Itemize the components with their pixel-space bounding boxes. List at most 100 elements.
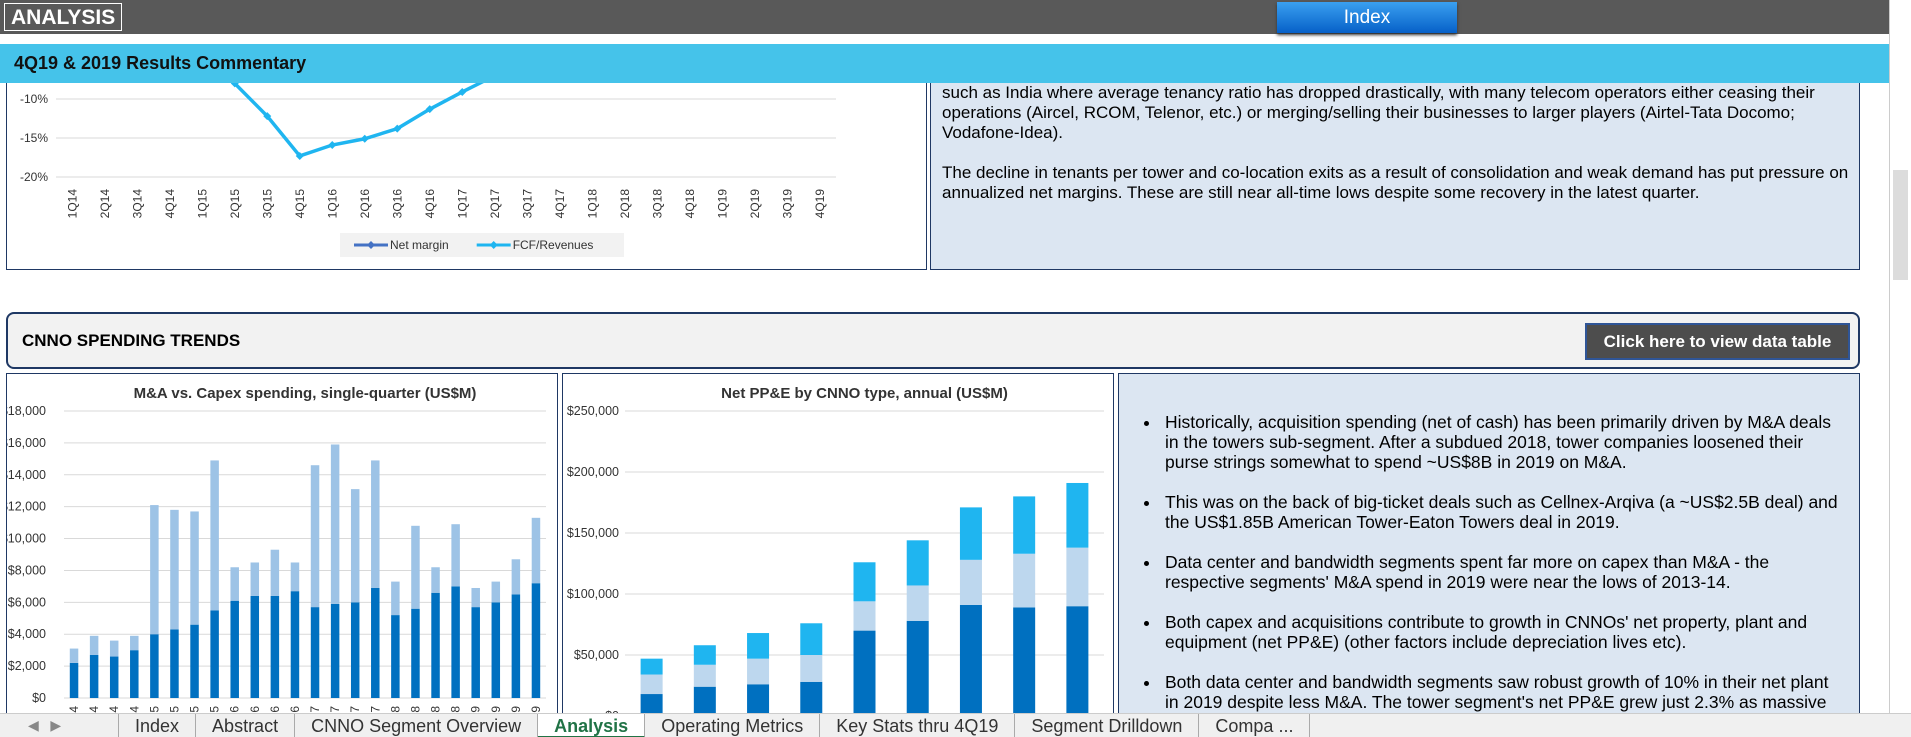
bar-segment bbox=[800, 623, 823, 655]
x-tick-label: 3Q16 bbox=[268, 706, 282, 718]
legend-marker bbox=[367, 241, 375, 249]
line-marker bbox=[295, 151, 304, 160]
y-tick-label: $6,000 bbox=[8, 595, 46, 609]
vertical-scrollbar[interactable] bbox=[1889, 0, 1911, 713]
bar-segment bbox=[371, 587, 380, 698]
y-tick-label: $250,000 bbox=[567, 404, 619, 418]
y-tick-label: $4,000 bbox=[8, 627, 46, 641]
bullet-list: Historically, acquisition spending (net … bbox=[1129, 412, 1845, 717]
bar-segment bbox=[1066, 482, 1089, 548]
x-tick-label: 3Q15 bbox=[260, 189, 274, 219]
sheet-tab[interactable]: Index bbox=[119, 713, 197, 737]
paragraph: such as India where average tenancy rati… bbox=[942, 83, 1815, 142]
x-tick-label: 4Q19 bbox=[813, 189, 827, 219]
line-marker bbox=[230, 83, 239, 88]
sheet-tab[interactable]: CNNO Segment Overview bbox=[295, 713, 539, 737]
x-tick-label: 3Q14 bbox=[130, 189, 144, 219]
top-bar: ANALYSIS Index bbox=[0, 0, 1889, 34]
line-marker bbox=[263, 112, 272, 121]
bar-segment bbox=[391, 581, 400, 616]
x-tick-label: 4Q19 bbox=[529, 706, 543, 718]
x-tick-label: 2Q19 bbox=[748, 189, 762, 219]
bar-segment bbox=[130, 635, 139, 651]
x-tick-label: 2Q18 bbox=[618, 189, 632, 219]
x-tick-label: 1Q14 bbox=[65, 189, 79, 219]
bar-segment bbox=[959, 559, 982, 605]
bar-segment bbox=[391, 615, 400, 698]
sheet-tab[interactable]: Compa ... bbox=[1199, 713, 1311, 737]
index-button[interactable]: Index bbox=[1277, 2, 1457, 33]
bar-segment bbox=[210, 610, 219, 698]
bar-segment bbox=[350, 489, 360, 603]
bar-segment bbox=[491, 602, 501, 698]
bar-segment bbox=[371, 460, 380, 588]
bar-segment bbox=[150, 634, 159, 698]
sheet-title: ANALYSIS bbox=[4, 3, 123, 31]
y-tick-label: $12,000 bbox=[7, 500, 46, 514]
legend-marker bbox=[489, 241, 498, 249]
bar-segment bbox=[330, 603, 340, 698]
x-tick-label: 1Q15 bbox=[195, 189, 209, 219]
sheet-tab[interactable]: Operating Metrics bbox=[645, 713, 821, 737]
x-tick-label: 2Q16 bbox=[358, 189, 372, 219]
tab-scroll[interactable]: ◀ ▶ bbox=[28, 717, 62, 733]
x-tick-label: 3Q14 bbox=[107, 706, 121, 718]
x-tick-label: 2Q17 bbox=[488, 189, 502, 219]
sheet-tab[interactable]: Key Stats thru 4Q19 bbox=[820, 713, 1016, 737]
sheet-tab[interactable]: Abstract bbox=[196, 713, 296, 737]
x-tick-label: 1Q15 bbox=[147, 706, 161, 718]
bar-segment bbox=[1013, 496, 1036, 554]
active-tab[interactable]: Analysis bbox=[538, 713, 646, 737]
tab-bar: ◀ ▶ Index Abstract CNNO Segment Overview An… bbox=[0, 713, 1911, 737]
y-tick-label: $10,000 bbox=[7, 532, 46, 546]
bar-segment bbox=[906, 585, 929, 621]
bar-segment bbox=[431, 592, 440, 698]
x-tick-label: 2Q16 bbox=[248, 706, 262, 718]
bar-segment bbox=[747, 633, 770, 659]
x-tick-label: 2Q15 bbox=[167, 706, 181, 718]
bar-segment bbox=[511, 594, 521, 698]
x-tick-label: 2Q15 bbox=[228, 189, 242, 219]
y-tick-label: -15% bbox=[20, 131, 48, 145]
bar-segment bbox=[270, 549, 280, 596]
x-tick-label: 1Q14 bbox=[67, 706, 81, 718]
legend-label: FCF/Revenues bbox=[513, 238, 594, 252]
bar-segment bbox=[69, 662, 79, 698]
x-tick-label: 3Q15 bbox=[188, 706, 202, 718]
x-tick-label: 4Q18 bbox=[683, 189, 697, 219]
bar-segment bbox=[230, 600, 239, 698]
bullet: This was on the back of big-ticket deals… bbox=[1161, 492, 1845, 532]
bar-segment bbox=[451, 586, 460, 698]
x-tick-label: 1Q18 bbox=[388, 706, 402, 718]
data-table-button[interactable]: Click here to view data table bbox=[1585, 323, 1850, 360]
bar-segment bbox=[290, 562, 300, 592]
x-tick-label: 3Q19 bbox=[780, 189, 794, 219]
y-tick-label: $0 bbox=[32, 691, 46, 705]
bar-segment bbox=[906, 620, 929, 716]
x-tick-label: 1Q16 bbox=[325, 189, 339, 219]
bar-segment bbox=[1013, 607, 1036, 716]
bar-segment bbox=[640, 674, 663, 695]
bar-segment bbox=[471, 607, 480, 698]
line-series bbox=[231, 83, 484, 158]
x-tick-label: 1Q19 bbox=[469, 706, 483, 718]
x-tick-label: 4Q16 bbox=[423, 189, 437, 219]
y-tick-label: $14,000 bbox=[7, 468, 46, 482]
x-tick-label: 3Q18 bbox=[429, 706, 443, 718]
bar-segment bbox=[190, 511, 199, 625]
bullet-commentary: Historically, acquisition spending (net … bbox=[1118, 373, 1860, 718]
bar-segment bbox=[170, 629, 179, 698]
bar-segment bbox=[906, 540, 929, 586]
bar-segment bbox=[69, 648, 79, 663]
bar-segment bbox=[640, 658, 663, 675]
scroll-thumb[interactable] bbox=[1893, 170, 1908, 280]
x-tick-label: 1Q17 bbox=[308, 706, 322, 718]
bar-segment bbox=[290, 591, 300, 698]
bar-segment bbox=[959, 507, 982, 560]
sheet-tab[interactable]: Segment Drilldown bbox=[1015, 713, 1200, 737]
y-tick-label: -20% bbox=[20, 170, 48, 184]
x-tick-label: 4Q14 bbox=[127, 706, 141, 718]
bar-segment bbox=[1066, 547, 1089, 607]
line-marker bbox=[328, 141, 337, 150]
